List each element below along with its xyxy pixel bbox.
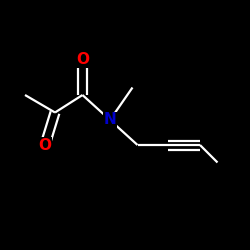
- Text: O: O: [76, 52, 89, 68]
- Text: N: N: [104, 112, 117, 128]
- Text: O: O: [38, 138, 52, 152]
